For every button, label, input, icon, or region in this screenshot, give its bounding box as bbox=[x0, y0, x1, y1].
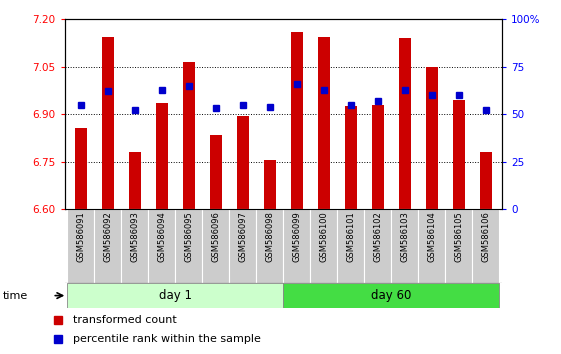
Text: GSM586097: GSM586097 bbox=[238, 211, 247, 262]
FancyBboxPatch shape bbox=[175, 209, 203, 283]
FancyBboxPatch shape bbox=[419, 209, 445, 283]
Text: GSM586105: GSM586105 bbox=[454, 211, 463, 262]
FancyBboxPatch shape bbox=[148, 209, 175, 283]
Text: GSM586094: GSM586094 bbox=[157, 211, 166, 262]
Bar bbox=[128, 152, 141, 209]
Bar bbox=[372, 105, 384, 209]
FancyBboxPatch shape bbox=[67, 209, 94, 283]
Text: GSM586099: GSM586099 bbox=[292, 211, 301, 262]
Text: GSM586101: GSM586101 bbox=[346, 211, 355, 262]
FancyBboxPatch shape bbox=[203, 209, 229, 283]
Text: GSM586102: GSM586102 bbox=[373, 211, 383, 262]
Bar bbox=[183, 62, 195, 209]
FancyBboxPatch shape bbox=[229, 209, 256, 283]
FancyBboxPatch shape bbox=[283, 283, 499, 308]
Text: day 1: day 1 bbox=[159, 289, 192, 302]
Bar bbox=[345, 106, 357, 209]
Text: GSM586091: GSM586091 bbox=[76, 211, 85, 262]
Text: GSM586103: GSM586103 bbox=[401, 211, 410, 262]
Text: GSM586093: GSM586093 bbox=[130, 211, 139, 262]
Bar bbox=[210, 135, 222, 209]
FancyBboxPatch shape bbox=[392, 209, 419, 283]
Bar bbox=[453, 100, 465, 209]
Bar bbox=[237, 116, 249, 209]
Bar bbox=[156, 103, 168, 209]
Bar bbox=[291, 32, 303, 209]
Bar bbox=[480, 152, 492, 209]
Text: transformed count: transformed count bbox=[73, 315, 177, 325]
Text: GSM586100: GSM586100 bbox=[319, 211, 328, 262]
FancyBboxPatch shape bbox=[310, 209, 337, 283]
Text: GSM586098: GSM586098 bbox=[265, 211, 274, 262]
FancyBboxPatch shape bbox=[472, 209, 499, 283]
Text: time: time bbox=[3, 291, 28, 301]
Text: GSM586106: GSM586106 bbox=[481, 211, 490, 262]
Bar bbox=[102, 37, 114, 209]
Text: GSM586092: GSM586092 bbox=[103, 211, 112, 262]
FancyBboxPatch shape bbox=[256, 209, 283, 283]
FancyBboxPatch shape bbox=[67, 283, 283, 308]
Text: GSM586104: GSM586104 bbox=[427, 211, 436, 262]
Text: GSM586096: GSM586096 bbox=[211, 211, 220, 262]
Bar bbox=[426, 67, 438, 209]
FancyBboxPatch shape bbox=[445, 209, 472, 283]
Bar bbox=[318, 37, 330, 209]
Bar bbox=[264, 160, 276, 209]
FancyBboxPatch shape bbox=[283, 209, 310, 283]
Text: GSM586095: GSM586095 bbox=[184, 211, 194, 262]
Text: percentile rank within the sample: percentile rank within the sample bbox=[73, 333, 261, 344]
FancyBboxPatch shape bbox=[364, 209, 392, 283]
FancyBboxPatch shape bbox=[121, 209, 148, 283]
Bar bbox=[399, 38, 411, 209]
FancyBboxPatch shape bbox=[94, 209, 121, 283]
FancyBboxPatch shape bbox=[337, 209, 364, 283]
Bar bbox=[75, 129, 87, 209]
Text: day 60: day 60 bbox=[371, 289, 412, 302]
